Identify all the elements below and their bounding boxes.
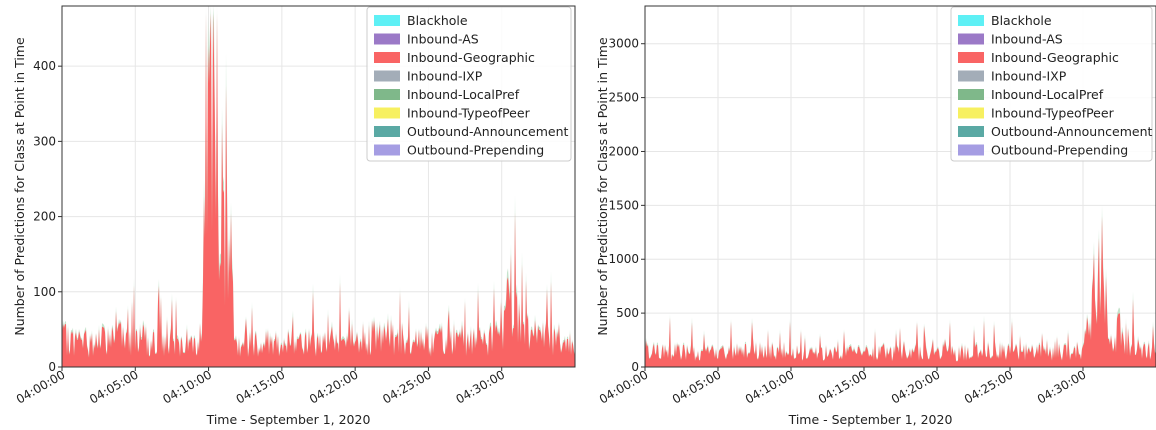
legend-entry: Outbound-Announcement bbox=[407, 124, 569, 139]
x-tick-label: 04:20:00 bbox=[889, 367, 943, 406]
x-tick-label: 04:30:00 bbox=[454, 367, 508, 406]
plot-frame bbox=[61, 5, 576, 368]
legend-swatch bbox=[374, 126, 400, 137]
legend-box bbox=[950, 6, 1153, 162]
legend-entry: Outbound-Prepending bbox=[407, 143, 544, 158]
y-tick-label: 3000 bbox=[608, 37, 639, 51]
x-tick-label: 04:15:00 bbox=[234, 367, 288, 406]
chart-panel-1: 0 100 200 300 400 04:00:00 04:05:00 04:10:00 04:… bbox=[12, 5, 576, 427]
legend-entry: Inbound-IXP bbox=[991, 69, 1067, 84]
chart-panel-2: 0 500 1000 1500 2000 2500 3000 04:00:00 04:05:00… bbox=[595, 5, 1156, 427]
legend-entry: Outbound-Prepending bbox=[991, 143, 1128, 158]
x-tick-label: 04:25:00 bbox=[962, 367, 1016, 406]
x-tick-label: 04:05:00 bbox=[87, 367, 141, 406]
legend-box bbox=[366, 6, 572, 162]
plot-frame bbox=[644, 5, 1156, 368]
legend-entry: Blackhole bbox=[991, 13, 1052, 28]
legend-swatch bbox=[374, 144, 400, 156]
legend-swatch bbox=[958, 33, 984, 45]
legend-swatch bbox=[374, 70, 400, 82]
legend-entry: Inbound-AS bbox=[991, 32, 1063, 47]
x-tick-label: 04:20:00 bbox=[307, 367, 361, 406]
x-tick-label: 04:00:00 bbox=[597, 367, 651, 406]
legend-entry: Blackhole bbox=[407, 13, 468, 28]
y-tick-label: 0 bbox=[48, 360, 56, 374]
y-tick-label: 100 bbox=[33, 285, 56, 299]
y-tick-label: 2500 bbox=[608, 91, 639, 105]
x-axis-label: Time - September 1, 2020 bbox=[206, 412, 371, 427]
legend-swatch bbox=[958, 52, 984, 63]
legend-entry: Inbound-LocalPref bbox=[991, 87, 1104, 102]
y-tick-label: 500 bbox=[616, 306, 639, 320]
legend-entry: Outbound-Announcement bbox=[991, 124, 1153, 139]
x-tick-label: 04:10:00 bbox=[743, 367, 797, 406]
area-inbound-geographic bbox=[645, 216, 1156, 367]
legend-swatch bbox=[374, 52, 400, 63]
legend-swatch bbox=[374, 107, 400, 119]
legend-swatch bbox=[374, 33, 400, 45]
legend-swatch bbox=[958, 15, 984, 26]
legend-entry: Inbound-Geographic bbox=[407, 50, 535, 65]
area-inbound-geographic bbox=[62, 13, 575, 367]
legend-swatch bbox=[958, 107, 984, 119]
x-tick-label: 04:00:00 bbox=[14, 367, 68, 406]
legend-swatch bbox=[958, 144, 984, 156]
y-axis-label: Number of Predictions for Class at Point… bbox=[595, 37, 610, 336]
legend-entry: Inbound-AS bbox=[407, 32, 479, 47]
legend-swatch bbox=[958, 89, 984, 100]
y-tick-label: 0 bbox=[631, 360, 639, 374]
y-tick-label: 300 bbox=[33, 134, 56, 148]
legend: Blackhole Inbound-AS Inbound-Geographic Inb… bbox=[950, 6, 1153, 162]
y-tick-label: 200 bbox=[33, 210, 56, 224]
x-tick-label: 04:15:00 bbox=[816, 367, 870, 406]
y-tick-label: 1500 bbox=[608, 198, 639, 212]
legend-swatch bbox=[374, 15, 400, 26]
x-axis-label: Time - September 1, 2020 bbox=[788, 412, 953, 427]
y-tick-label: 2000 bbox=[608, 144, 639, 158]
legend-swatch bbox=[958, 70, 984, 82]
y-axis-label: Number of Predictions for Class at Point… bbox=[12, 37, 27, 336]
legend-entry: Inbound-IXP bbox=[407, 69, 483, 84]
legend: Blackhole Inbound-AS Inbound-Geographic Inb… bbox=[366, 6, 572, 162]
legend-swatch bbox=[958, 126, 984, 137]
y-tick-label: 400 bbox=[33, 59, 56, 73]
legend-entry: Inbound-TypeofPeer bbox=[407, 106, 531, 121]
y-tick-label: 1000 bbox=[608, 252, 639, 266]
x-tick-label: 04:25:00 bbox=[380, 367, 434, 406]
x-tick-label: 04:05:00 bbox=[670, 367, 724, 406]
x-tick-label: 04:30:00 bbox=[1035, 367, 1089, 406]
legend-entry: Inbound-TypeofPeer bbox=[991, 106, 1115, 121]
legend-swatch bbox=[374, 89, 400, 100]
legend-entry: Inbound-LocalPref bbox=[407, 87, 520, 102]
x-tick-label: 04:10:00 bbox=[160, 367, 214, 406]
legend-entry: Inbound-Geographic bbox=[991, 50, 1119, 65]
